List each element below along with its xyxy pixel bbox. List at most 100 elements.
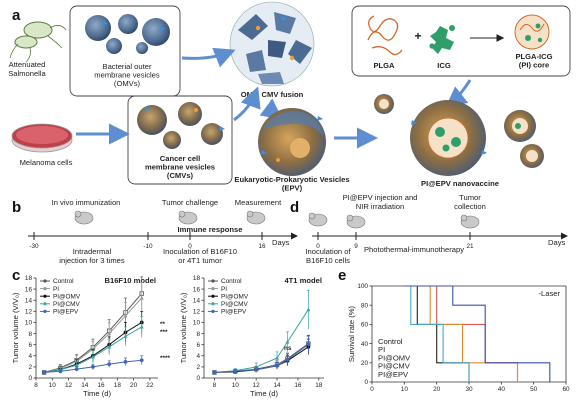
x-axis-label: Time (d): [250, 389, 278, 398]
y-axis-label: Tumor volume (V/V₀): [11, 292, 20, 363]
survival-curve: [404, 285, 551, 382]
legend-marker: [211, 302, 215, 306]
series-line: [214, 309, 309, 373]
data-point: [91, 364, 95, 369]
mouse-icon: [178, 210, 198, 225]
chart-title: B16F10 model: [105, 276, 157, 285]
legend-label: PI@OMV: [378, 353, 411, 362]
d-tick-label: 21: [466, 243, 474, 250]
data-point: [306, 342, 311, 347]
mouse-icon: [74, 210, 94, 225]
d-collection-label: Tumor collection: [454, 193, 486, 211]
y-tick-label: 80: [361, 302, 369, 309]
d-tick-label: 9: [354, 243, 358, 250]
panel-letter-c: c: [12, 267, 20, 284]
legend-label: Control: [53, 278, 74, 285]
legend-marker: [43, 294, 47, 298]
cmv-to-fusion-arrow: [233, 86, 261, 122]
legend-label: PI@EPV: [53, 309, 79, 316]
d-days-label: Days: [548, 238, 566, 247]
y-tick-label: 0: [196, 375, 200, 382]
epv-label: Eukaryotic-Prokaryotic Vesicles (EPV): [234, 175, 349, 193]
d-tick-label: 0: [316, 243, 320, 250]
d-injection-label: PI@EPV injection and NIR irradiation: [343, 193, 418, 211]
legend-label: PI@OMV: [53, 293, 81, 300]
data-point: [275, 363, 279, 368]
data-point: [123, 334, 128, 338]
plga-label: PLGA: [373, 61, 395, 70]
y-tick-label: 18: [193, 275, 201, 282]
data-point: [107, 362, 112, 367]
survival-curve: [404, 285, 519, 382]
data-point: [90, 354, 95, 359]
panel-b: b In vivo immunization Tumor challenge M…: [12, 198, 298, 265]
y-tick-label: 2: [28, 364, 32, 371]
cmv-vesicles-icon: [137, 102, 225, 149]
legend-label: PI@EPV: [221, 309, 247, 316]
omv-label: Bacterial outer membrane vesicles (OMVs): [94, 62, 160, 88]
survival-curve: [404, 285, 519, 382]
y-tick-label: 18: [25, 275, 33, 282]
b-tick-label: 16: [258, 243, 266, 250]
salmonella-icon: [9, 21, 67, 63]
data-point: [107, 331, 112, 336]
core-box: [351, 5, 571, 77]
data-point: [58, 369, 63, 374]
panel-letter-d: d: [290, 199, 299, 216]
x-tick-label: 22: [146, 382, 154, 389]
x-tick-label: 30: [465, 386, 473, 393]
legend-marker: [211, 287, 215, 291]
y-tick-label: 16: [193, 286, 201, 293]
y-tick-label: 12: [193, 309, 201, 316]
b-injection-label: Intradermal injection for 3 times: [59, 247, 125, 265]
y-tick-label: 6: [196, 342, 200, 349]
data-point: [74, 367, 79, 372]
salmonella-label: Attenuated Salmonella: [8, 60, 46, 78]
significance-marker: ***: [160, 329, 168, 336]
legend-label: PI@CMV: [221, 301, 248, 308]
y-tick-label: 14: [193, 297, 201, 304]
y-tick-label: 10: [25, 320, 33, 327]
x-tick-label: 12: [253, 382, 261, 389]
y-tick-label: 60: [361, 322, 369, 329]
petri-dish-icon: [11, 123, 73, 153]
legend-marker: [211, 279, 215, 283]
series-line: [214, 343, 309, 373]
b-challenge-label: Tumor challenge: [162, 198, 218, 207]
legend-label: PI: [53, 286, 59, 293]
legend-marker: [43, 287, 47, 291]
b-in-vivo-label: In vivo immunization: [52, 198, 121, 207]
b-measurement-label: Measurement: [235, 198, 282, 207]
b-tick-label: -30: [29, 243, 39, 250]
y-tick-label: 4: [28, 353, 32, 360]
legend-marker: [211, 309, 215, 313]
mouse-icon: [246, 210, 266, 225]
data-point: [254, 367, 259, 372]
d-inoculation-label: Inoculation of B16F10 cells: [305, 247, 351, 265]
b-inoculation-label: Inoculation of B16F10 or 4T1 tumor: [163, 247, 237, 265]
x-tick-label: 18: [315, 382, 323, 389]
legend-label: PI@CMV: [378, 362, 411, 371]
legend-label: PI@EPV: [378, 370, 409, 379]
data-point: [139, 324, 144, 329]
y-tick-label: 12: [25, 309, 33, 316]
data-point: [139, 358, 144, 363]
y-tick-label: 2: [196, 364, 200, 371]
icg-molecule-icon: [429, 25, 455, 54]
b-days-label: Days: [272, 238, 290, 247]
data-point: [139, 295, 144, 300]
nanovaccine-icon: [374, 94, 544, 176]
x-tick-label: 8: [34, 382, 38, 389]
x-tick-label: 16: [98, 382, 106, 389]
vaccine-label: PI@EPV nanovaccine: [421, 179, 499, 188]
data-point: [306, 307, 311, 312]
icg-label: ICG: [437, 61, 451, 70]
data-point: [275, 355, 280, 360]
x-tick-label: 50: [530, 386, 538, 393]
data-point: [42, 370, 47, 375]
fusion-sphere-icon: [229, 1, 315, 87]
y-tick-label: 100: [357, 283, 368, 290]
x-tick-label: 40: [498, 386, 506, 393]
